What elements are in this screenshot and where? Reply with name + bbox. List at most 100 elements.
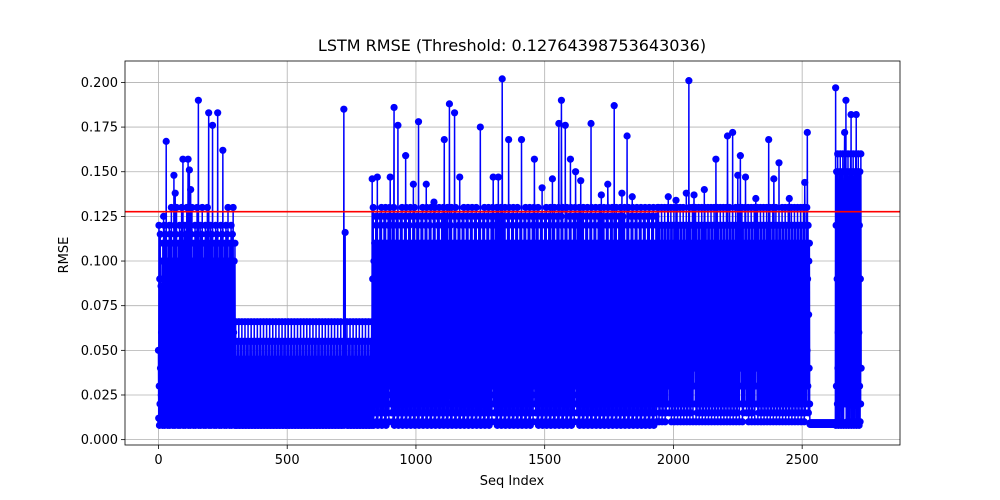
- data-point: [390, 103, 398, 112]
- data-point: [593, 239, 601, 247]
- data-point: [190, 346, 199, 354]
- data-point: [198, 203, 206, 212]
- data-point: [156, 364, 165, 372]
- data-point: [806, 400, 814, 408]
- data-point: [165, 221, 173, 229]
- data-point: [190, 355, 198, 363]
- data-point: [441, 293, 449, 301]
- data-point: [174, 355, 183, 363]
- data-point: [855, 382, 864, 390]
- data-point: [158, 257, 166, 265]
- data-point: [174, 239, 182, 247]
- data-point: [219, 146, 227, 154]
- data-point: [548, 175, 557, 183]
- data-point: [225, 373, 233, 381]
- data-point: [490, 239, 498, 247]
- data-point: [224, 391, 232, 399]
- data-point: [561, 121, 569, 129]
- data-point: [212, 382, 220, 390]
- data-point: [205, 355, 214, 363]
- data-point: [452, 203, 460, 212]
- data-point: [170, 221, 179, 229]
- data-point: [175, 346, 183, 354]
- data-point: [410, 203, 418, 212]
- data-point: [213, 364, 221, 372]
- data-point: [557, 96, 566, 104]
- data-point: [186, 382, 194, 390]
- data-point: [226, 239, 234, 247]
- data-point: [197, 230, 206, 238]
- data-point: [164, 355, 172, 363]
- data-point: [216, 346, 224, 354]
- data-point: [844, 328, 853, 337]
- data-point: [652, 364, 660, 372]
- data-point: [805, 239, 813, 247]
- data-point: [700, 186, 708, 194]
- data-point: [664, 193, 672, 201]
- data-point: [402, 152, 410, 160]
- data-point: [517, 135, 526, 144]
- data-point: [187, 364, 196, 372]
- data-point: [156, 275, 164, 283]
- data-point: [847, 110, 855, 119]
- data-point: [171, 189, 179, 197]
- data-point: [182, 364, 190, 372]
- data-point: [513, 203, 521, 212]
- data-point: [803, 203, 811, 212]
- data-point: [172, 203, 181, 212]
- data-point: [196, 346, 204, 354]
- data-point: [712, 155, 720, 163]
- data-point: [805, 364, 813, 372]
- x-axis-ticks: 0 500 1000 1500 2000 2500: [154, 445, 819, 468]
- data-point: [206, 346, 214, 354]
- data-point: [155, 221, 163, 229]
- y-tick-label: 0.050: [81, 344, 118, 359]
- data-point: [194, 257, 202, 265]
- data-point: [446, 221, 455, 229]
- y-tick-label: 0.175: [81, 121, 118, 136]
- data-point: [179, 257, 187, 265]
- data-point: [390, 203, 398, 212]
- data-point: [195, 355, 203, 363]
- data-point: [476, 123, 484, 131]
- data-point: [192, 230, 200, 238]
- data-point: [498, 75, 506, 83]
- x-tick-label: 1500: [528, 453, 561, 468]
- data-point: [165, 346, 173, 354]
- data-point: [209, 391, 217, 399]
- y-tick-label: 0.100: [81, 255, 118, 270]
- data-point: [775, 159, 783, 167]
- data-point: [169, 373, 177, 381]
- data-point: [623, 132, 631, 140]
- data-point: [162, 364, 170, 372]
- data-point: [600, 382, 608, 390]
- data-point: [210, 373, 218, 381]
- data-point: [167, 364, 175, 372]
- data-point: [597, 191, 605, 199]
- data-point: [199, 257, 207, 265]
- data-point: [226, 355, 234, 363]
- data-point: [226, 346, 235, 354]
- data-point: [505, 135, 513, 144]
- data-point: [230, 257, 238, 265]
- data-point: [212, 221, 220, 229]
- data-point: [197, 275, 205, 283]
- data-point: [212, 275, 220, 283]
- data-point: [189, 373, 197, 381]
- data-point: [229, 391, 237, 399]
- data-point: [687, 409, 695, 417]
- data-point: [185, 355, 193, 363]
- data-point: [227, 382, 235, 390]
- data-point: [397, 275, 406, 283]
- data-point: [562, 275, 570, 283]
- data-point: [168, 391, 176, 399]
- data-point: [377, 275, 385, 283]
- data-point: [651, 319, 659, 328]
- data-point: [628, 193, 636, 201]
- data-point: [803, 128, 811, 137]
- data-point: [856, 275, 864, 283]
- data-point: [206, 221, 215, 229]
- data-point: [179, 239, 188, 247]
- data-point: [185, 239, 193, 247]
- data-point: [409, 180, 417, 188]
